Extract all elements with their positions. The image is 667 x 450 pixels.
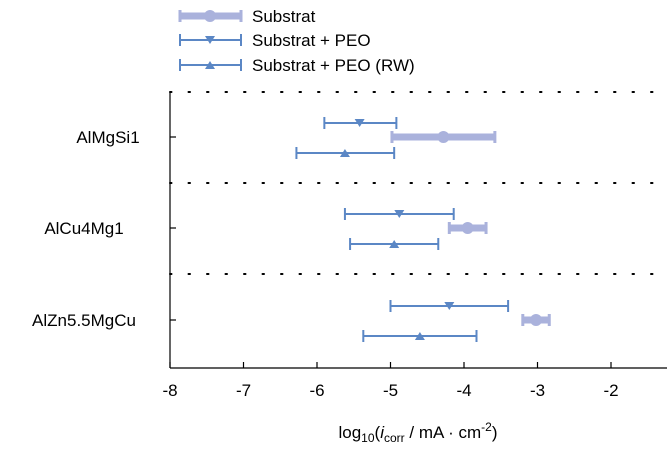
legend-entry-substrat: Substrat [178,7,316,26]
legend-marker-triangle-up [205,61,215,69]
x-tick-label: -2 [603,381,618,400]
data-point-triangle-up [414,332,425,340]
x-label-base: 10 [361,431,375,445]
interval-triangle-down [343,208,455,220]
x-tick-label: -7 [236,381,251,400]
x-label-unit: / mA · cm [405,423,482,442]
x-label-corr: corr [384,431,405,445]
y-tick-label-alcu4mg1: AlCu4Mg1 [44,219,123,238]
legend-label-substrat: Substrat [252,7,316,26]
x-tick-label: -6 [309,381,324,400]
x-tick-label: -5 [383,381,398,400]
interval-circle [447,222,488,234]
legend-label-substrat-peo-rw: Substrat + PEO (RW) [252,56,415,75]
legend-marker-triangle-down [205,36,215,44]
x-axis-label: log10(icorr / mA · cm-2) [338,420,497,445]
x-label-open: ( [375,423,381,442]
interval-circle [390,131,497,143]
x-label-close: ) [492,423,498,442]
legend-entry-substrat-peo-rw: Substrat + PEO (RW) [179,56,415,75]
interval-triangle-up [349,238,440,250]
data-point-triangle-up [339,149,350,157]
y-axis: AlMgSi1 AlCu4Mg1 AlZn5.5MgCu [32,128,176,330]
interval-triangle-down [323,117,398,129]
data-point-triangle-down [394,210,405,218]
data-point-circle [437,131,450,143]
x-label-exp: -2 [481,420,492,434]
data-point-circle [461,222,474,234]
x-label-i: i [380,423,385,442]
legend-label-substrat-peo: Substrat + PEO [252,31,371,50]
y-tick-label-alzn55mgcu: AlZn5.5MgCu [32,311,136,330]
series-layer [295,117,551,342]
group-separators [169,91,667,275]
x-tick-label: -3 [530,381,545,400]
x-label-log: log [338,423,361,442]
interval-triangle-down [389,300,510,312]
data-point-triangle-down [444,302,455,310]
y-tick-label-almgsi1: AlMgSi1 [76,128,139,147]
interval-triangle-up [362,330,478,342]
legend-marker-circle [204,10,216,22]
x-tick-label: -8 [162,381,177,400]
legend-entry-substrat-peo: Substrat + PEO [179,31,371,50]
interval-triangle-up [295,147,396,159]
x-axis-ticks: -8 -7 -6 -5 -4 -3 -2 [162,362,619,400]
data-point-triangle-up [389,240,400,248]
legend: Substrat Substrat + PEO Substrat + PEO (… [178,7,415,75]
x-tick-label: -4 [456,381,471,400]
data-point-triangle-down [354,119,365,127]
interval-circle [521,314,551,326]
data-point-circle [530,314,543,326]
